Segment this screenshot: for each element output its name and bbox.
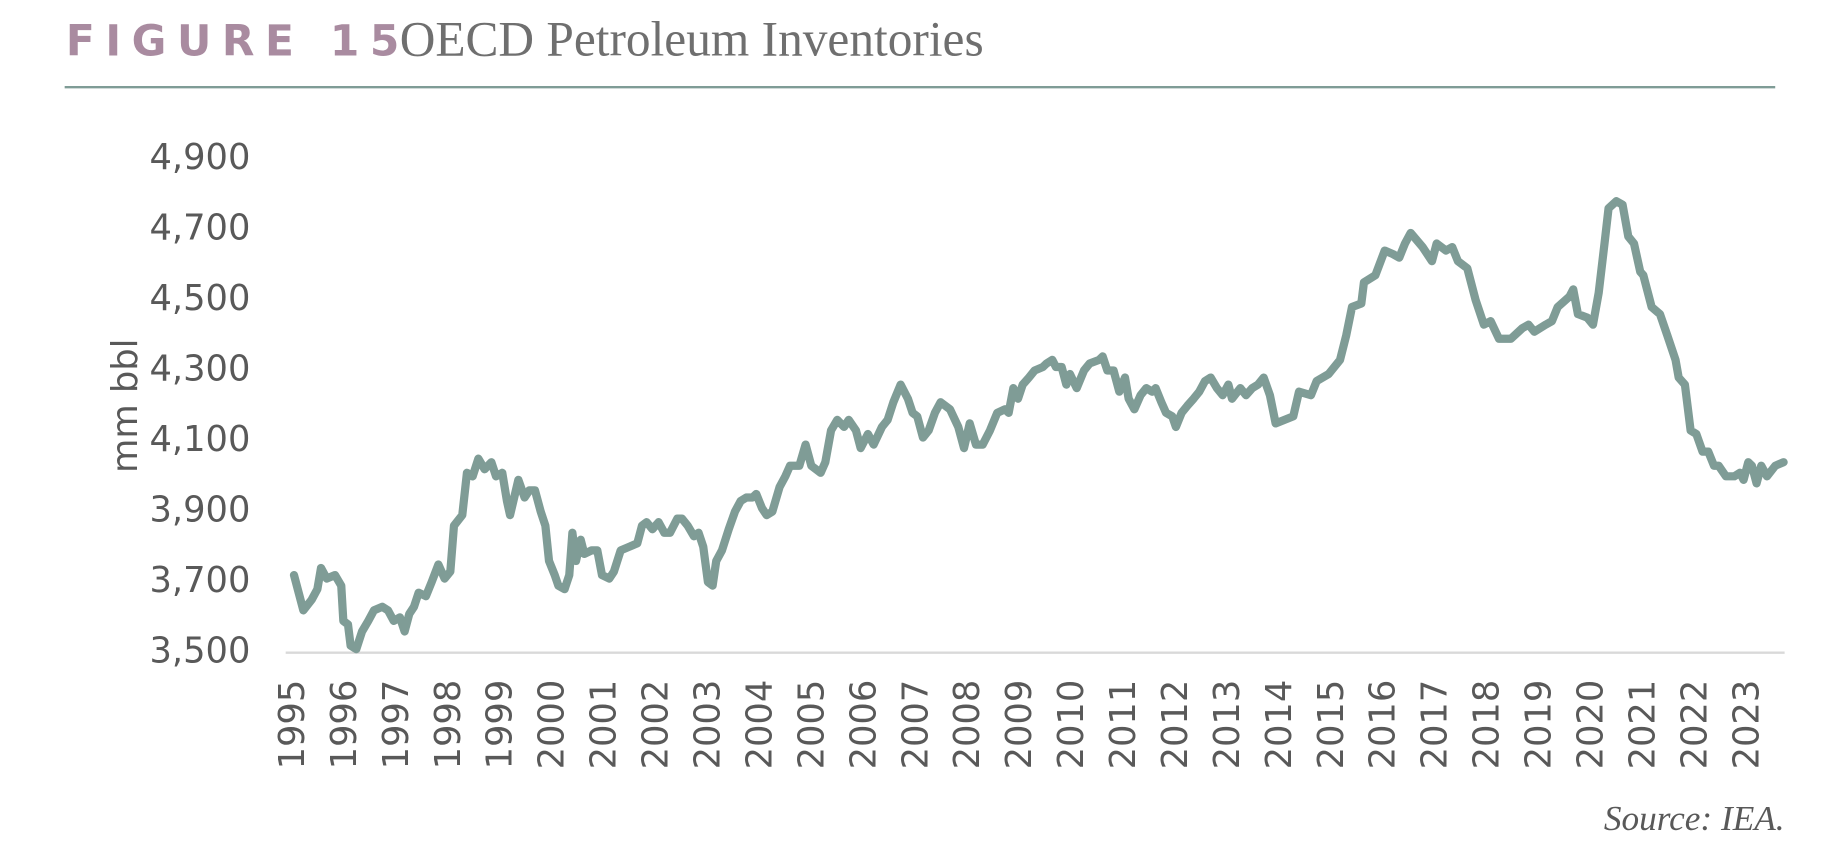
y-tick-label: 4,700 [149,207,250,248]
x-tick-label: 2022 [1674,680,1715,770]
source-note: Source: IEA. [1604,799,1785,838]
x-tick-label: 1998 [428,680,469,770]
y-tick-label: 4,100 [149,419,250,460]
x-tick-label: 2011 [1103,680,1144,770]
x-tick-label: 1999 [480,680,521,770]
x-tick-label: 2020 [1570,680,1611,770]
x-tick-label: 2021 [1622,680,1663,770]
x-tick-label: 2001 [584,680,625,770]
x-tick-label: 2012 [1155,680,1196,770]
x-tick-label: 2007 [895,680,936,770]
y-tick-label: 3,900 [149,490,250,531]
x-tick-label: 2010 [1051,680,1092,770]
x-tick-label: 2005 [791,680,832,770]
x-tick-label: 2015 [1311,680,1352,770]
y-tick-label: 4,300 [149,349,250,390]
x-tick-label: 1996 [324,680,365,770]
x-tick-label: 2018 [1467,680,1508,770]
x-tick-label: 2004 [739,680,780,770]
y-tick-label: 4,500 [149,278,250,319]
x-tick-label: 2017 [1415,680,1456,770]
x-tick-label: 2003 [687,680,728,770]
y-tick-label: 4,900 [149,137,250,178]
chart-title: OECD Petroleum Inventories [400,11,984,66]
x-tick-label: 2013 [1207,680,1248,770]
x-tick-label: 2014 [1259,680,1300,770]
x-tick-label: 1997 [376,680,417,770]
x-tick-label: 2002 [636,680,677,770]
y-tick-label: 3,500 [149,631,250,672]
figure-label: FIGURE 15 [66,16,410,65]
x-tick-label: 2000 [532,680,573,770]
x-tick-label: 2019 [1519,680,1560,770]
x-tick-label: 1995 [272,680,313,770]
y-tick-label: 3,700 [149,560,250,601]
data-line [289,197,1788,654]
x-tick-label: 2009 [999,680,1040,770]
x-tick-label: 2008 [947,680,988,770]
x-tick-label: 2023 [1726,680,1767,770]
y-axis-label: mm bbl [105,339,146,473]
x-tick-label: 2006 [843,680,884,770]
x-tick-label: 2016 [1363,680,1404,770]
